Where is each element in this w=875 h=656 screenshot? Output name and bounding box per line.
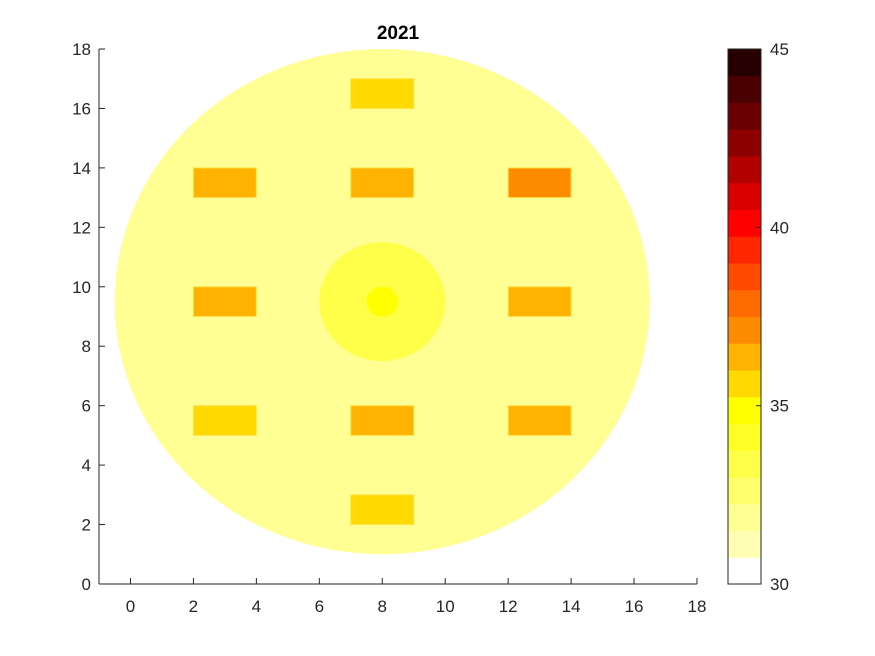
region-rect-5 (350, 167, 415, 199)
region-rect-11 (507, 405, 572, 436)
colorbar-segment (728, 396, 761, 424)
colorbar-segment (728, 129, 761, 157)
x-tick-label: 12 (499, 597, 518, 616)
y-tick-label: 18 (72, 40, 91, 59)
colorbar-segment (728, 530, 761, 558)
region-rect-3 (350, 78, 415, 109)
colorbar-frame (727, 48, 762, 585)
colorbar-tick-label: 40 (770, 218, 789, 237)
colorbar-segment (728, 263, 761, 291)
colorbar-segment (728, 182, 761, 210)
region-rect-4 (192, 167, 257, 199)
colorbar-tick-label: 45 (770, 40, 789, 59)
y-tick-label: 16 (72, 99, 91, 118)
region-circle-2 (366, 286, 398, 317)
y-tick-label: 2 (82, 516, 91, 535)
plot-area (114, 49, 650, 555)
colorbar-segment (728, 49, 761, 77)
y-tick-label: 0 (82, 575, 91, 594)
x-tick-label: 2 (189, 597, 198, 616)
region-rect-9 (192, 405, 257, 436)
y-tick-label: 4 (82, 456, 91, 475)
x-tick-label: 16 (625, 597, 644, 616)
x-tick-label: 8 (378, 597, 387, 616)
colorbar-tick-label: 30 (770, 575, 789, 594)
region-rect-6 (507, 167, 572, 199)
colorbar-segment (728, 156, 761, 184)
colorbar: 30 35 40 45 (727, 40, 789, 594)
x-tick-label: 18 (688, 597, 707, 616)
colorbar-tick-label: 35 (770, 397, 789, 416)
y-tick-label: 12 (72, 218, 91, 237)
colorbar-segment (728, 316, 761, 344)
y-tick-label: 10 (72, 278, 91, 297)
colorbar-segment (728, 102, 761, 130)
x-tick-label: 14 (562, 597, 581, 616)
axes: 0 2 4 6 8 10 12 14 16 18 0 2 4 6 8 10 12 14 16 18 (72, 40, 706, 616)
colorbar-segment (728, 209, 761, 237)
colorbar-segment (728, 289, 761, 317)
colorbar-segment (728, 503, 761, 531)
x-tick-label: 6 (315, 597, 324, 616)
colorbar-segment (728, 450, 761, 478)
colorbar-segment (728, 75, 761, 103)
colorbar-segment (728, 236, 761, 264)
x-tick-label: 4 (252, 597, 261, 616)
x-tick-label: 10 (436, 597, 455, 616)
colorbar-segment (728, 423, 761, 451)
region-rect-12 (350, 494, 415, 526)
chart-title: 2021 (377, 23, 420, 44)
y-tick-label: 8 (82, 337, 91, 356)
region-rect-8 (507, 286, 572, 317)
colorbar-segment (728, 477, 761, 505)
colorbar-segment (728, 557, 761, 585)
region-rect-7 (192, 286, 257, 317)
region-rect-10 (350, 405, 415, 436)
y-tick-label: 6 (82, 397, 91, 416)
x-tick-label: 0 (126, 597, 135, 616)
colorbar-segment (728, 370, 761, 398)
y-tick-label: 14 (72, 159, 91, 178)
colorbar-segment (728, 343, 761, 371)
